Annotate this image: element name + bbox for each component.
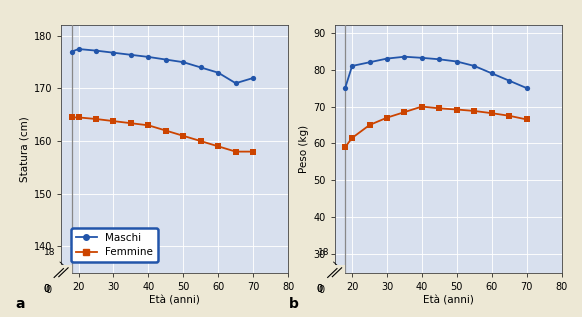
Y-axis label: Statura (cm): Statura (cm) [19,116,30,182]
Text: 0: 0 [317,284,323,294]
Text: 0: 0 [45,285,51,295]
Text: 0: 0 [318,285,325,295]
X-axis label: Età (anni): Età (anni) [423,296,474,306]
Text: 0: 0 [43,284,49,294]
Text: b: b [289,297,299,311]
Text: 18: 18 [44,248,69,271]
Text: 0: 0 [317,284,323,294]
X-axis label: Età (anni): Età (anni) [149,296,200,306]
Y-axis label: Peso (kg): Peso (kg) [299,125,309,173]
Text: a: a [16,297,25,311]
Text: 0: 0 [43,284,49,294]
Text: 18: 18 [318,248,343,271]
Legend: Maschi, Femmine: Maschi, Femmine [71,228,158,262]
